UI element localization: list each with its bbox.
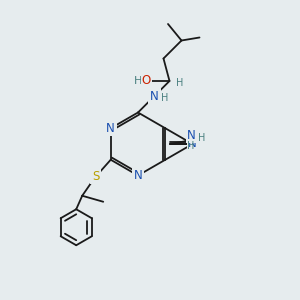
Text: S: S	[189, 137, 196, 151]
Text: H: H	[188, 141, 195, 152]
Text: H: H	[176, 77, 184, 88]
Text: N: N	[150, 89, 159, 103]
Text: N: N	[187, 129, 195, 142]
Text: H: H	[161, 93, 169, 103]
Text: H: H	[198, 133, 205, 143]
Text: N: N	[106, 122, 115, 135]
Text: N: N	[188, 137, 197, 151]
Text: S: S	[92, 170, 99, 183]
Text: H: H	[134, 76, 142, 86]
Text: O: O	[142, 74, 151, 88]
Text: N: N	[134, 169, 142, 182]
